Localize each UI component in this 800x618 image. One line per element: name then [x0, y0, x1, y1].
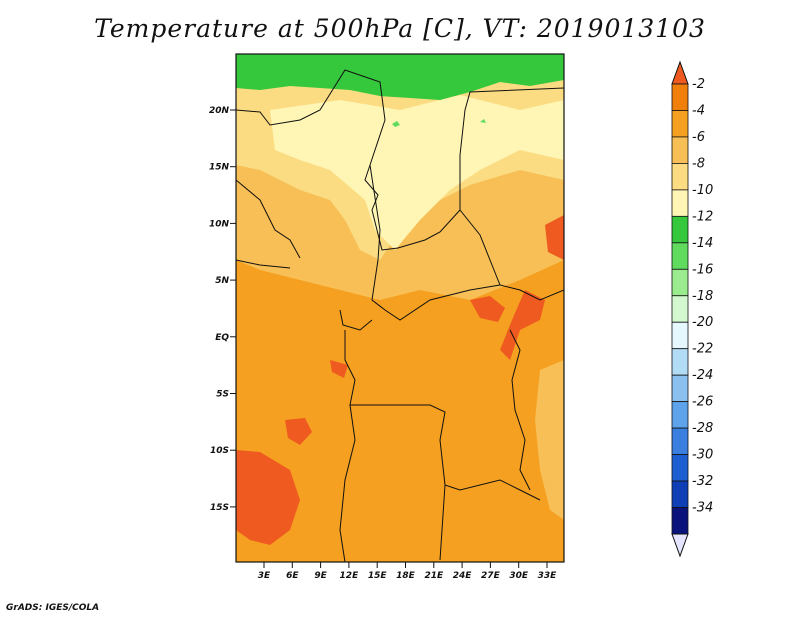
colorbar-label: -20 [692, 315, 713, 330]
lon-tick-label: 6E [286, 571, 299, 581]
colorbar-swatch [671, 215, 689, 244]
colorbar-label: -24 [692, 368, 713, 383]
field-warm-south-west [236, 450, 300, 545]
colorbar-swatch [671, 110, 689, 138]
field-east-band [535, 360, 564, 520]
credit-text: GrADS: IGES/COLA [6, 603, 100, 613]
colorbar-top-arrow [671, 60, 689, 85]
lon-tick-label: 30E [509, 571, 529, 581]
colorbar-label: -10 [692, 183, 713, 198]
colorbar-swatch [671, 268, 689, 297]
field-warm-patch-5 [330, 360, 348, 378]
colorbar-label: -12 [692, 209, 713, 224]
lat-tick-label: 15N [209, 163, 230, 173]
colorbar-swatch [671, 136, 689, 164]
lon-tick-label: 27E [481, 571, 501, 581]
longitude-axis: 3E 6E 9E 12E 15E 18E 21E 24E 27E 30E 33E [258, 562, 557, 581]
colorbar-swatch [671, 348, 689, 376]
colorbar-label: -30 [692, 448, 713, 463]
map-frame [235, 53, 565, 563]
lon-tick-label: 21E [424, 571, 444, 581]
field-warm-patch-3 [545, 215, 564, 260]
colorbar-swatch [671, 189, 689, 217]
lat-tick-label: 20N [209, 106, 230, 116]
colorbar-label: -22 [692, 342, 713, 357]
country-borders [236, 69, 564, 562]
lon-tick-label: 18E [396, 571, 416, 581]
colorbar-swatch [671, 374, 689, 403]
lon-tick-label: 3E [258, 571, 271, 581]
colorbar-swatch [671, 163, 689, 191]
colorbar-label: -16 [692, 262, 713, 277]
lon-tick-label: 9E [314, 571, 327, 581]
lat-tick-label: 5S [216, 390, 229, 400]
lon-tick-label: 15E [368, 571, 388, 581]
colorbar-label: -26 [692, 395, 713, 410]
colorbar-label: -6 [692, 130, 705, 145]
chart-title: Temperature at 500hPa [C], VT: 201901310… [94, 14, 706, 43]
colorbar-label: -18 [692, 289, 713, 304]
colorbar-swatch [671, 454, 689, 482]
lon-tick-label: 12E [340, 571, 360, 581]
lat-tick-label: EQ [215, 333, 229, 343]
field-warm-patch-4 [500, 290, 545, 360]
field-warm-patch-1 [285, 418, 312, 445]
lat-tick-label: 10S [210, 446, 229, 456]
colorbar-bottom-arrow [671, 533, 689, 558]
field-warm-patch-2 [470, 296, 505, 322]
colorbar-swatch [671, 401, 689, 429]
colorbar-label: -4 [692, 103, 705, 118]
colorbar-swatch [671, 295, 689, 323]
colorbar: -2 -4 -6 -8 -10 -12 -14 -16 -18 -20 -22 -24 -26 -28 -3… [671, 60, 713, 558]
colorbar-swatch [671, 507, 689, 535]
colorbar-label: -14 [692, 236, 713, 251]
colorbar-label: -8 [692, 156, 705, 171]
temperature-field [236, 54, 564, 562]
colorbar-swatch [671, 242, 689, 270]
colorbar-label: -2 [692, 77, 705, 92]
latitude-axis: 20N 15N 10N 5N EQ 5S 10S 15S [209, 106, 236, 513]
colorbar-swatch [671, 321, 689, 350]
colorbar-label: -34 [692, 501, 713, 516]
colorbar-swatch [671, 83, 689, 111]
colorbar-swatch [671, 480, 689, 508]
lon-tick-label: 33E [538, 571, 558, 581]
lat-tick-label: 10N [209, 219, 230, 229]
lon-tick-label: 24E [453, 571, 473, 581]
field-minus14-band [236, 54, 564, 100]
field-minus12-band [270, 95, 564, 250]
colorbar-label: -32 [692, 474, 713, 489]
lat-tick-label: 5N [215, 276, 229, 286]
lat-tick-label: 15S [210, 503, 229, 513]
colorbar-swatch [671, 427, 689, 455]
colorbar-label: -28 [692, 421, 713, 436]
